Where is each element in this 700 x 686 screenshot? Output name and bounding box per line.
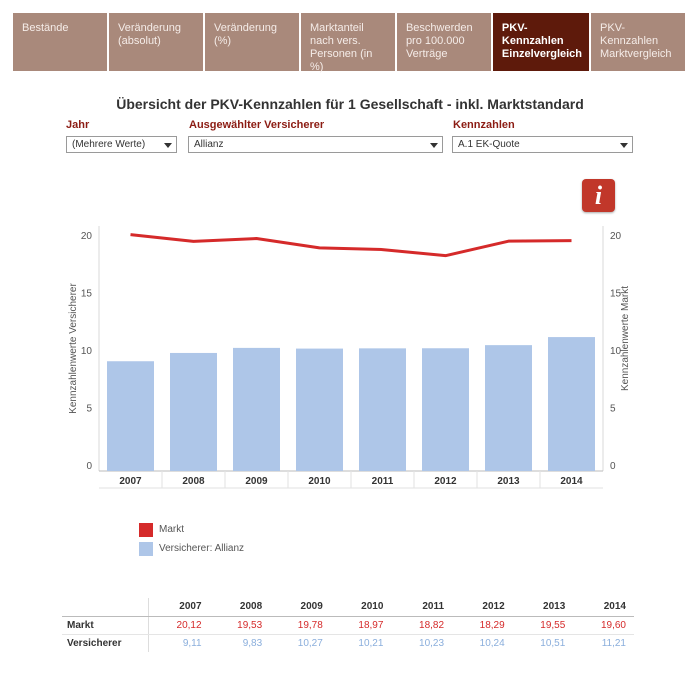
y-tick-label-left: 10 (81, 346, 93, 357)
tab-bar: Bestände Veränderung (absolut) Veränderu… (13, 13, 685, 73)
tab-beschwerden[interactable]: Beschwerden pro 100.000 Verträge (396, 13, 491, 71)
table-header-empty (62, 598, 148, 617)
y-tick-label-left: 0 (86, 461, 92, 472)
table-cell: 19,60 (573, 616, 634, 635)
x-tick-label: 2007 (119, 476, 142, 487)
table-row: Markt 20,12 19,53 19,78 18,97 18,82 18,2… (62, 616, 634, 635)
filter-label-versicherer: Ausgewählter Versicherer (189, 119, 325, 131)
table-cell: 10,27 (297, 637, 323, 649)
tab-marktanteil[interactable]: Marktanteil nach vers. Personen (in %) (300, 13, 395, 73)
kennzahlen-select-value: A.1 EK-Quote (458, 139, 520, 150)
table-cell: 20,12 (147, 616, 210, 635)
x-tick-label: 2012 (434, 476, 457, 487)
filter-label-jahr: Jahr (66, 119, 90, 131)
table-cell: 18,29 (452, 616, 513, 635)
table-cell: 10,24 (479, 637, 505, 649)
x-tick-label: 2008 (182, 476, 205, 487)
tab-veraenderung-prozent[interactable]: Veränderung (%) (204, 13, 299, 71)
table-cell: 10,51 (540, 637, 566, 649)
data-table: 2007 2008 2009 2010 2011 2012 2013 2014 … (62, 598, 634, 652)
y-tick-label-right: 5 (610, 404, 616, 415)
y-tick-label-left: 15 (81, 289, 93, 300)
table-cell: 11,21 (601, 637, 626, 649)
table-header-year: 2010 (330, 598, 392, 617)
legend-swatch-versicherer (139, 542, 153, 556)
bar-versicherer (359, 348, 406, 471)
y-tick-label-right: 0 (610, 461, 616, 472)
y-tick-label-right: 15 (610, 289, 622, 300)
y-axis-label-left: Kennzahlenwerte Versicherer (68, 283, 79, 414)
table-row-label: Markt (62, 616, 148, 635)
line-markt (130, 233, 572, 258)
bar-versicherer (170, 352, 217, 471)
versicherer-select[interactable]: Allianz (188, 136, 443, 153)
table-cell: 19,53 (209, 616, 271, 635)
table-header-year: 2013 (512, 598, 574, 617)
y-tick-label-right: 20 (610, 231, 622, 242)
y-tick-label-left: 5 (86, 404, 92, 415)
tab-bestaende[interactable]: Bestände (13, 13, 107, 71)
bar-versicherer (107, 361, 154, 471)
jahr-select-value: (Mehrere Werte) (72, 139, 146, 150)
table-header-year: 2014 (573, 598, 634, 617)
bar-versicherer (422, 348, 469, 471)
table-cell: 9,83 (242, 637, 263, 649)
legend-swatch-markt (139, 523, 153, 537)
table-cell: 18,97 (330, 616, 392, 635)
table-row-label: Versicherer (67, 637, 122, 649)
legend-label-versicherer: Versicherer: Allianz (159, 543, 245, 554)
y-tick-label-right: 10 (610, 346, 622, 357)
jahr-select[interactable]: (Mehrere Werte) (66, 136, 177, 153)
chart: 0 0 5 5 10 10 15 15 20 20 Kennzahlenwerte Versiche… (68, 226, 631, 489)
bar-versicherer (485, 345, 532, 471)
x-tick-label: 2011 (372, 476, 394, 487)
tab-pkv-einzelvergleich[interactable]: PKV-Kennzahlen Einzelvergleich (492, 13, 590, 71)
x-tick-label: 2013 (497, 476, 520, 487)
table-header-year: 2009 (270, 598, 331, 617)
table-header-year: 2012 (452, 598, 513, 617)
y-axis-label-right: Kennzahlenwerte Markt (620, 286, 631, 391)
table-row: Versicherer 9,11 9,83 10,27 10,21 10,23 … (62, 634, 634, 652)
versicherer-select-value: Allianz (194, 139, 224, 150)
table-header-year: 2007 (147, 598, 210, 617)
page-title: Übersicht der PKV-Kennzahlen für 1 Gesel… (116, 96, 584, 112)
kennzahlen-select[interactable]: A.1 EK-Quote (452, 136, 633, 153)
table-cell: 10,21 (358, 637, 384, 649)
table-header-year: 2011 (391, 598, 453, 617)
chevron-down-icon (164, 143, 172, 148)
bar-versicherer (296, 348, 343, 471)
legend-label-markt: Markt (159, 524, 184, 535)
bar-versicherer (548, 337, 595, 471)
table-cell: 19,78 (270, 616, 331, 635)
legend-item-markt[interactable]: Markt (139, 523, 184, 537)
table-cell: 19,55 (512, 616, 574, 635)
tab-veraenderung-absolut[interactable]: Veränderung (absolut) (108, 13, 203, 71)
x-tick-label: 2009 (245, 476, 268, 487)
x-tick-label: 2010 (308, 476, 331, 487)
table-cell: 10,23 (419, 637, 445, 649)
chevron-down-icon (620, 143, 628, 148)
legend-item-versicherer[interactable]: Versicherer: Allianz (139, 542, 244, 556)
table-header-row: 2007 2008 2009 2010 2011 2012 2013 2014 (62, 598, 634, 617)
table-header-year: 2008 (209, 598, 271, 617)
tab-pkv-marktvergleich[interactable]: PKV-Kennzahlen Marktvergleich (591, 13, 685, 71)
y-tick-label-left: 20 (81, 231, 93, 242)
filter-label-kennzahlen: Kennzahlen (453, 119, 515, 131)
table-cell: 9,11 (147, 634, 210, 652)
table-cell: 18,82 (391, 616, 453, 635)
chevron-down-icon (430, 143, 438, 148)
x-tick-label: 2014 (560, 476, 583, 487)
bar-versicherer (233, 347, 280, 471)
info-icon[interactable]: i (582, 179, 615, 212)
